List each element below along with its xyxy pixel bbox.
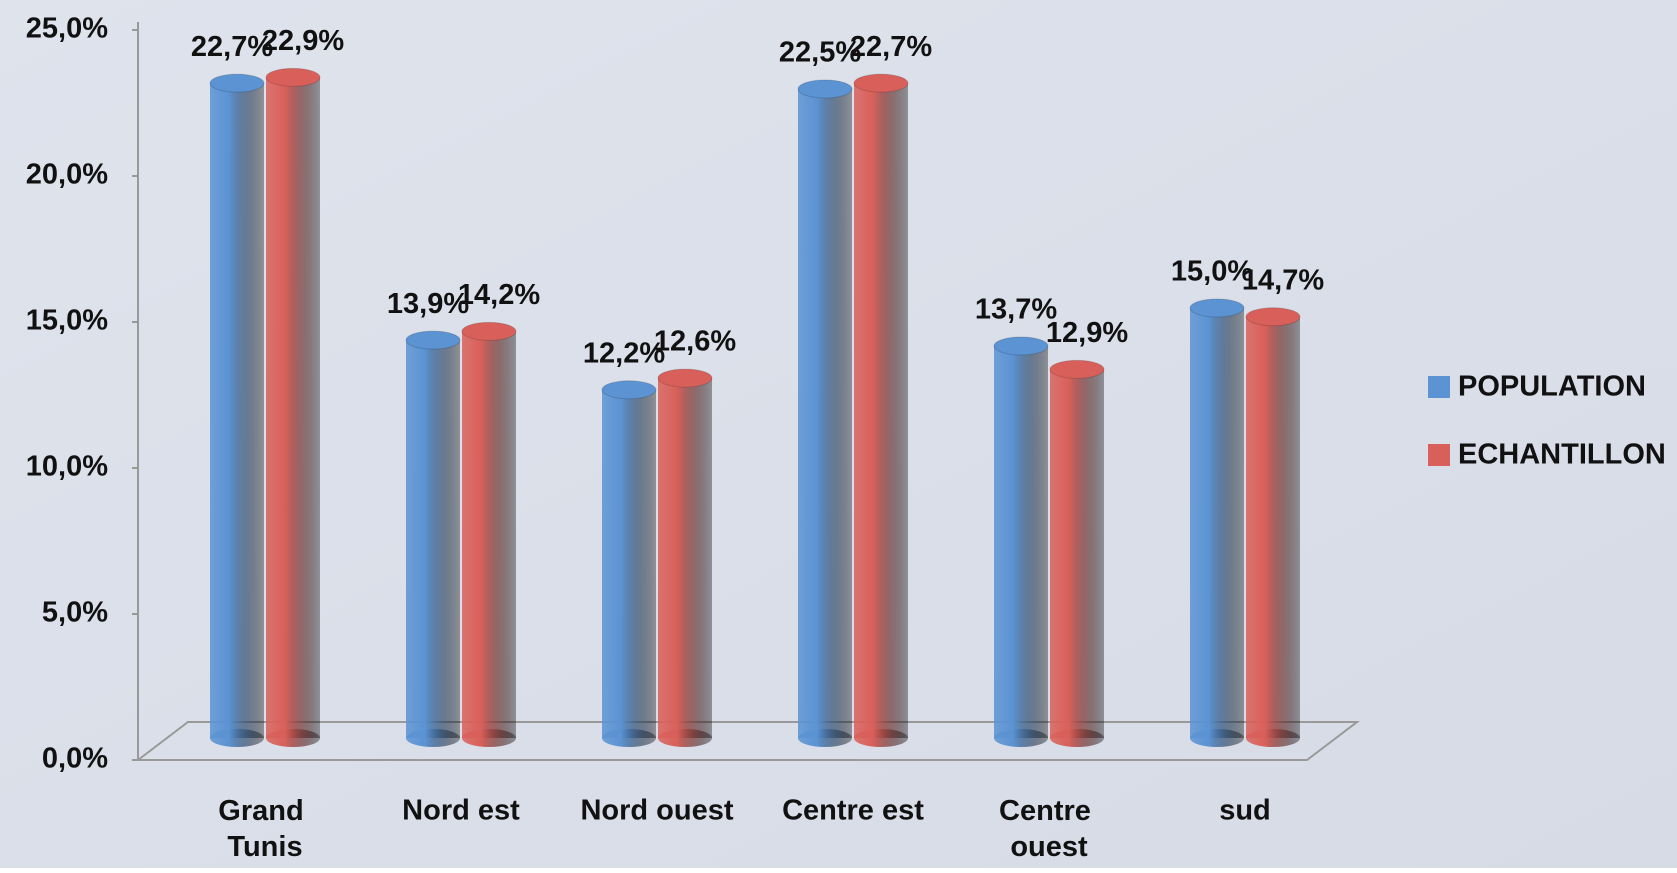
data-label: 12,9% (1046, 317, 1128, 349)
bar (406, 340, 460, 738)
bar-top (265, 67, 321, 87)
cylinder (461, 321, 517, 747)
bar (602, 389, 656, 738)
data-label: 22,7% (850, 31, 932, 63)
data-label: 22,9% (262, 25, 344, 57)
cylinder (853, 73, 909, 747)
bar-base (602, 729, 656, 747)
y-tick-label: 5,0% (42, 597, 108, 629)
cylinder (1189, 298, 1245, 747)
bar-base (1190, 729, 1244, 747)
legend-label: ECHANTILLON (1458, 439, 1666, 471)
bar-top (209, 73, 265, 93)
bar-top (1245, 307, 1301, 327)
data-label: 14,7% (1242, 264, 1324, 296)
bar (854, 83, 908, 738)
bar-top (853, 73, 909, 93)
x-tick-label: Nord est (402, 795, 520, 827)
bar-base (994, 729, 1048, 747)
data-label: 12,6% (654, 326, 736, 358)
cylinder (265, 67, 321, 747)
bar-top (1189, 298, 1245, 318)
bar-base (1050, 729, 1104, 747)
x-tick-label: sud (1219, 795, 1271, 827)
legend-swatch (1428, 376, 1450, 398)
bar (210, 83, 264, 738)
label-line: Centre (999, 795, 1099, 827)
x-tick-label: Nord ouest (580, 795, 733, 827)
data-label: 14,2% (458, 279, 540, 311)
label-line: Tunis (227, 831, 302, 863)
data-label: 15,0% (1171, 256, 1253, 288)
floor (135, 721, 1360, 761)
data-label: 13,9% (387, 288, 469, 320)
label-line: Grand (218, 795, 311, 827)
cylinder (209, 73, 265, 747)
data-label: 12,2% (583, 337, 665, 369)
bar-top (657, 368, 713, 388)
cylinder (993, 336, 1049, 747)
bar-base (1246, 729, 1300, 747)
bar (1050, 369, 1104, 738)
bar-base (210, 729, 264, 747)
bar-base (798, 729, 852, 747)
label-line: ouest (1010, 831, 1088, 863)
y-tick-label: 10,0% (26, 451, 108, 483)
legend-swatch (1428, 444, 1450, 466)
bar-base (462, 729, 516, 747)
bar (462, 331, 516, 738)
bar-top (461, 321, 517, 341)
cylinder (1245, 307, 1301, 747)
cylinder (657, 368, 713, 747)
bar-base (406, 729, 460, 747)
bar-base (266, 729, 320, 747)
bar (798, 89, 852, 738)
x-tick-label: Centre ouest (999, 795, 1099, 863)
y-tick-label: 0,0% (42, 743, 108, 775)
data-label: 22,5% (779, 37, 861, 69)
y-tick-label: 20,0% (26, 159, 108, 191)
legend-label: POPULATION (1458, 371, 1646, 403)
cylinder (405, 330, 461, 747)
cylinder (601, 380, 657, 747)
bar-top (1049, 359, 1105, 379)
bar-top (993, 336, 1049, 356)
cylinder (1049, 359, 1105, 747)
y-tick-label: 25,0% (26, 13, 108, 45)
bar-top (601, 380, 657, 400)
bar-base (658, 729, 712, 747)
cylinder (797, 79, 853, 747)
bar (994, 345, 1048, 738)
y-tick-label: 15,0% (26, 305, 108, 337)
x-tick-label: Grand Tunis (218, 795, 311, 863)
data-label: 13,7% (975, 294, 1057, 326)
bar (266, 77, 320, 738)
data-label: 22,7% (191, 31, 273, 63)
bar-base (854, 729, 908, 747)
x-tick-label: Centre est (782, 795, 924, 827)
bar (1190, 308, 1244, 738)
bar (658, 378, 712, 738)
bar-top (405, 330, 461, 350)
bar (1246, 316, 1300, 738)
bar-top (797, 79, 853, 99)
